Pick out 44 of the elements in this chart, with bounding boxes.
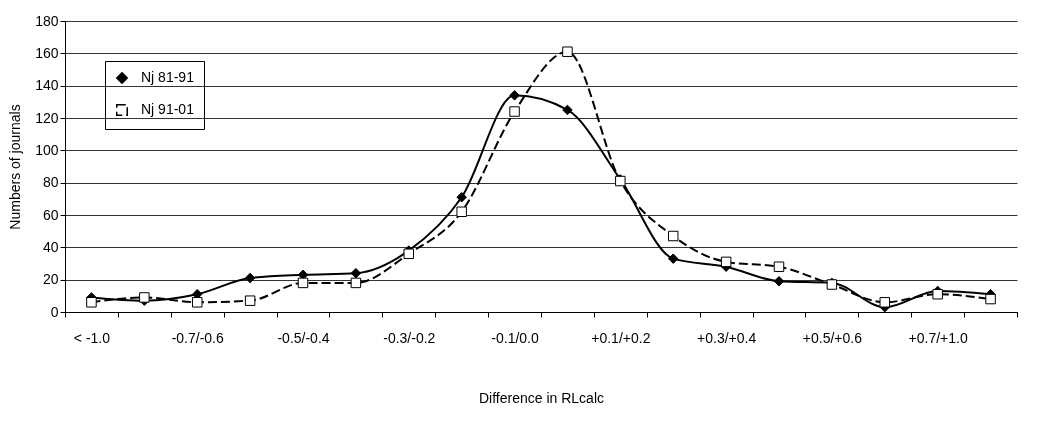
point — [667, 253, 679, 264]
point — [297, 277, 309, 289]
point — [350, 267, 362, 279]
y-tick-label: 180 — [35, 12, 59, 29]
point — [191, 297, 203, 308]
point — [562, 46, 573, 57]
point — [509, 90, 520, 101]
point — [720, 256, 732, 268]
y-axis-title: Numbers of journals — [7, 104, 24, 230]
point — [879, 297, 891, 308]
point — [456, 191, 467, 203]
x-tick-label: -0.3/-0.2 — [383, 329, 436, 346]
point — [509, 106, 520, 117]
point — [244, 295, 256, 306]
y-tick-label: 80 — [42, 174, 59, 191]
y-tick-label: 100 — [35, 141, 59, 158]
y-tick-label: 140 — [35, 77, 59, 94]
x-axis-title: Difference in RLcalc — [478, 389, 605, 406]
y-tick-label: 60 — [42, 206, 59, 223]
x-tick-label: -0.1/0.0 — [491, 329, 539, 346]
point — [562, 104, 573, 116]
x-tick-label: < -1.0 — [73, 329, 111, 346]
point — [667, 230, 679, 242]
point — [350, 277, 362, 289]
point — [985, 293, 996, 305]
y-tick-label: 20 — [42, 271, 59, 288]
y-tick-label: 0 — [50, 303, 59, 320]
point — [773, 276, 785, 287]
legend-label: Nj 81-91 — [141, 69, 195, 85]
y-tick-label: 160 — [35, 44, 59, 61]
point — [403, 248, 415, 260]
point — [244, 272, 256, 284]
x-tick-label: +0.7/+1.0 — [908, 329, 968, 346]
x-tick-label: +0.1/+0.2 — [591, 329, 651, 346]
point — [86, 297, 97, 308]
x-tick-label: -0.5/-0.4 — [277, 329, 330, 346]
legend-label: Nj 91-01 — [141, 101, 195, 117]
point — [773, 261, 785, 272]
x-tick-label: +0.5/+0.6 — [802, 329, 863, 346]
y-tick-label: 40 — [42, 238, 59, 255]
x-tick-label: +0.3/+0.4 — [697, 329, 757, 346]
point — [456, 206, 467, 218]
x-tick-label: -0.7/-0.6 — [171, 329, 224, 346]
y-tick-label: 120 — [35, 109, 59, 126]
